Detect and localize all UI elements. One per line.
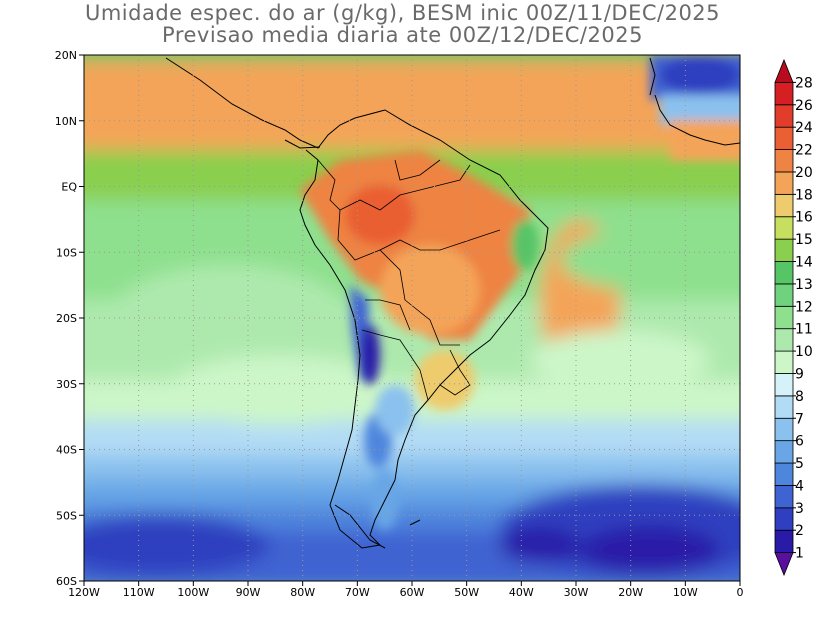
colorbar-swatch bbox=[774, 216, 794, 240]
lat-tick-label: 40S bbox=[56, 444, 77, 457]
colorbar-label: 3 bbox=[795, 501, 804, 517]
colorbar-swatch bbox=[774, 350, 794, 374]
coastlines bbox=[165, 57, 740, 549]
lat-tick-label: 20S bbox=[56, 312, 77, 325]
lon-tick-label: 70W bbox=[345, 586, 370, 599]
map-title-line2: Previsao media diaria ate 00Z/12/DEC/202… bbox=[162, 23, 643, 47]
colorbar-label: 14 bbox=[795, 255, 813, 271]
colorbar-label: 8 bbox=[795, 389, 804, 405]
colorbar-label: 26 bbox=[795, 98, 813, 114]
colorbar-label: 16 bbox=[795, 210, 813, 226]
lon-tick-label: 0 bbox=[737, 586, 744, 599]
lon-tick-label: 90W bbox=[236, 586, 261, 599]
colorbar-label: 1 bbox=[795, 546, 804, 562]
colorbar-swatch bbox=[774, 552, 794, 577]
colorbar-swatch bbox=[774, 485, 794, 509]
lon-tick-label: 40W bbox=[509, 586, 534, 599]
colorbar-swatch bbox=[774, 417, 794, 442]
colorbar-swatch bbox=[774, 305, 794, 330]
lat-tick-label: 20N bbox=[55, 49, 77, 62]
colorbar-label: 2 bbox=[795, 523, 804, 539]
lon-tick-label: 60W bbox=[400, 586, 425, 599]
colorbar-label: 15 bbox=[795, 232, 813, 248]
lat-tick-label: 10S bbox=[56, 246, 77, 259]
colorbar-swatch bbox=[774, 81, 794, 106]
colorbar-swatch bbox=[774, 238, 794, 262]
lon-tick-label: 100W bbox=[177, 586, 209, 599]
colorbar-swatch bbox=[774, 104, 794, 128]
colorbar-swatch bbox=[774, 261, 794, 285]
lon-tick-label: 20W bbox=[618, 586, 643, 599]
colorbar-label: 13 bbox=[795, 277, 813, 293]
lat-tick-label: 50S bbox=[56, 509, 77, 522]
lat-tick-label: 10N bbox=[55, 115, 77, 128]
colorbar-label: 5 bbox=[795, 456, 804, 472]
lat-tick-label: EQ bbox=[61, 181, 77, 194]
lat-tick-label: 30S bbox=[56, 378, 77, 391]
colorbar-label: 10 bbox=[795, 344, 813, 360]
map-title-line1: Umidade espec. do ar (g/kg), BESM inic 0… bbox=[84, 1, 721, 25]
colorbar-swatch bbox=[774, 171, 794, 195]
lon-tick-label: 110W bbox=[123, 586, 155, 599]
colorbar-label: 6 bbox=[795, 434, 804, 450]
colorbar-label: 18 bbox=[795, 187, 813, 203]
colorbar-label: 24 bbox=[795, 120, 813, 136]
colorbar-label: 20 bbox=[795, 165, 813, 181]
colorbar-label: 28 bbox=[795, 75, 813, 91]
colorbar-label: 9 bbox=[795, 366, 804, 382]
lon-tick-label: 30W bbox=[564, 586, 589, 599]
lon-tick-label: 10W bbox=[673, 586, 698, 599]
colorbar-swatch bbox=[774, 529, 794, 554]
latitude-axis: 20N 10N EQ 10S 20S 30S 40S 50S 60S bbox=[55, 49, 84, 588]
colorbar-swatch bbox=[774, 149, 794, 173]
colorbar-swatch bbox=[774, 440, 794, 464]
lon-tick-label: 50W bbox=[454, 586, 479, 599]
colorbar-swatch bbox=[774, 126, 794, 150]
colorbar-swatch bbox=[774, 395, 794, 419]
lon-tick-label: 80W bbox=[290, 586, 315, 599]
colorbar-swatch bbox=[774, 373, 794, 397]
colorbar-swatch bbox=[774, 283, 794, 307]
colorbar-label: 11 bbox=[795, 322, 813, 338]
colorbar-label: 22 bbox=[795, 143, 813, 159]
colorbar-swatch bbox=[774, 328, 794, 352]
colorbar-label: 4 bbox=[795, 478, 804, 494]
colorbar-label: 12 bbox=[795, 299, 813, 315]
colorbar-label: 7 bbox=[795, 411, 804, 427]
longitude-axis: 120W 110W 100W 90W 80W 70W 60W 50W 40W 30W 20W 10W 0 bbox=[68, 581, 744, 599]
colorbar-swatch bbox=[774, 462, 794, 486]
humidity-field bbox=[84, 55, 740, 581]
lon-tick-label: 120W bbox=[68, 586, 100, 599]
lat-tick-label: 60S bbox=[56, 575, 77, 588]
colorbar-swatch bbox=[774, 58, 794, 83]
colorbar-swatch bbox=[774, 193, 794, 218]
colorbar-swatch bbox=[774, 507, 794, 531]
